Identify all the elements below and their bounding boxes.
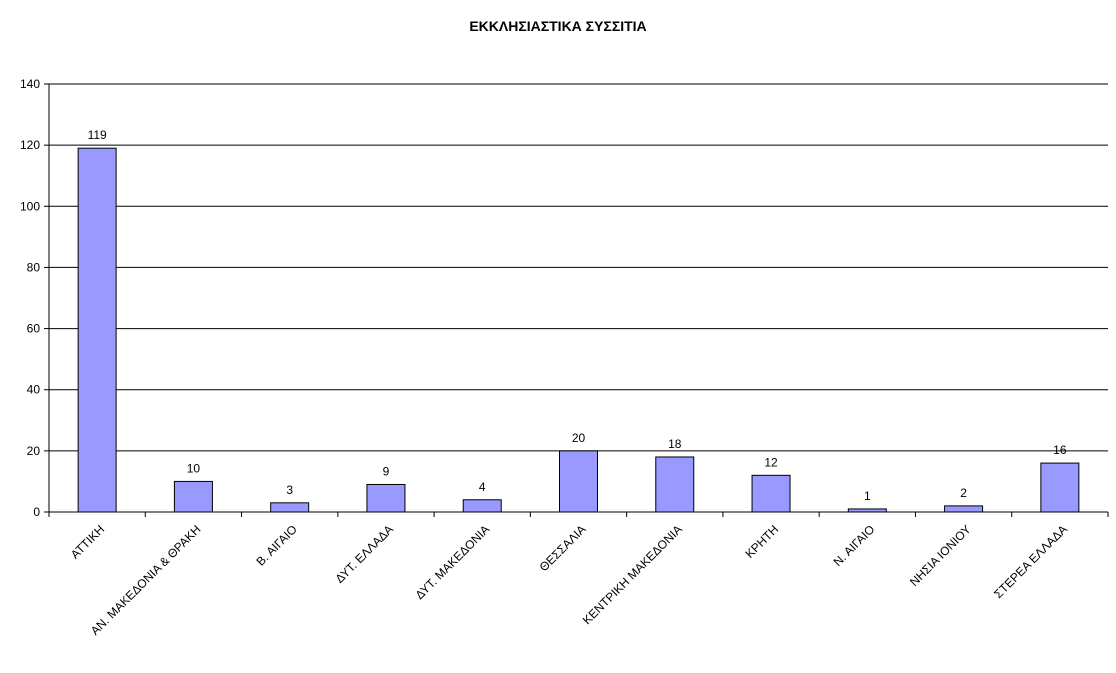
bar xyxy=(751,474,791,513)
data-label: 9 xyxy=(383,464,390,478)
x-category-label: ΝΗΣΙΑ ΙΟΝΙΟΥ xyxy=(907,522,974,589)
y-tick-label: 120 xyxy=(20,138,40,152)
data-label: 2 xyxy=(960,486,967,500)
y-tick-label: 20 xyxy=(27,444,41,458)
x-category-label: ΑΝ. ΜΑΚΕΔΟΝΙΑ & ΘΡΑΚΗ xyxy=(88,522,204,638)
bar xyxy=(366,483,406,513)
y-tick-label: 0 xyxy=(33,505,40,519)
bar xyxy=(77,147,117,513)
x-category-label: ΔΥΤ. ΕΛΛΑΔΑ xyxy=(333,522,397,586)
bar xyxy=(270,502,310,513)
data-label: 4 xyxy=(479,480,486,494)
data-label: 1 xyxy=(864,489,871,503)
x-category-label: ΘΕΣΣΑΛΙΑ xyxy=(537,522,589,574)
bar xyxy=(944,505,984,513)
x-category-label: ΚΡΗΤΗ xyxy=(743,522,782,561)
x-category-label: Ν. ΑΙΓΑΙΟ xyxy=(831,522,878,569)
data-label: 20 xyxy=(572,431,586,445)
data-label: 3 xyxy=(286,483,293,497)
chart-title: ΕΚΚΛΗΣΙΑΣΤΙΚΑ ΣΥΣΣΙΤΙΑ xyxy=(469,18,647,34)
data-label: 12 xyxy=(764,455,778,469)
data-label: 18 xyxy=(668,437,682,451)
data-label: 119 xyxy=(88,128,107,142)
y-tick-label: 40 xyxy=(27,383,41,397)
x-category-label: ΣΤΕΡΕΑ ΕΛΛΑΔΑ xyxy=(991,522,1070,601)
x-category-label: Β. ΑΙΓΑΙΟ xyxy=(253,522,299,568)
data-label: 10 xyxy=(187,461,201,475)
bar xyxy=(1040,462,1080,513)
bars xyxy=(77,147,1080,513)
x-category-label: ΔΥΤ. ΜΑΚΕΔΟΝΙΑ xyxy=(413,522,493,602)
y-tick-label: 100 xyxy=(20,199,40,213)
y-tick-label: 80 xyxy=(27,260,41,274)
bar xyxy=(462,499,502,513)
data-label: 16 xyxy=(1053,443,1067,457)
bar xyxy=(559,450,598,513)
gridlines xyxy=(49,83,1108,452)
axes xyxy=(44,83,1109,517)
x-category-label: ΚΕΝΤΡΙΚΗ ΜΑΚΕΔΟΝΙΑ xyxy=(580,522,685,627)
y-tick-label: 60 xyxy=(27,322,41,336)
y-tick-label: 140 xyxy=(20,77,40,91)
x-category-label: ΑΤΤΙΚΗ xyxy=(68,522,107,561)
bar xyxy=(655,456,695,513)
bar xyxy=(173,480,213,513)
